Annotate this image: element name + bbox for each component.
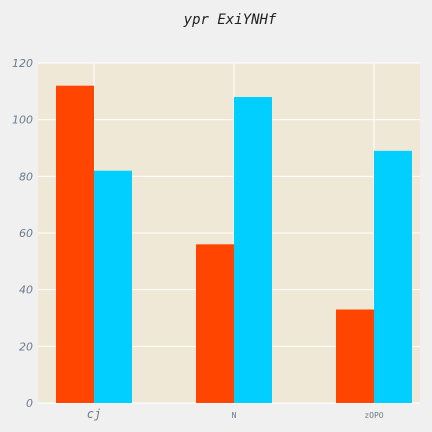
x-tick-label-2: zOPO bbox=[364, 411, 383, 420]
bar-series2-zOPO bbox=[374, 150, 412, 403]
y-tick-label-0: 0 bbox=[26, 397, 33, 410]
x-tick-label-1: N bbox=[232, 411, 237, 420]
y-tick-label-1: 20 bbox=[19, 340, 33, 353]
y-tick-label-6: 120 bbox=[12, 57, 33, 70]
chart-title: ypr ExiYNHf bbox=[183, 12, 277, 28]
x-tick-label-0: cj bbox=[87, 407, 101, 421]
y-tick-label-3: 60 bbox=[19, 227, 33, 240]
bars bbox=[56, 85, 412, 404]
y-tick-label-5: 100 bbox=[12, 114, 33, 127]
bar-series1-N bbox=[196, 244, 234, 403]
y-tick-label-4: 80 bbox=[19, 170, 33, 183]
bar-series2-N bbox=[234, 97, 272, 403]
bar-series2-cj bbox=[94, 170, 132, 403]
bar-series1-zOPO bbox=[336, 309, 374, 403]
bar-series1-cj bbox=[56, 85, 94, 404]
y-tick-label-2: 40 bbox=[19, 284, 33, 297]
y-axis-ticks: 0 20 40 60 80 100 120 bbox=[12, 57, 33, 410]
